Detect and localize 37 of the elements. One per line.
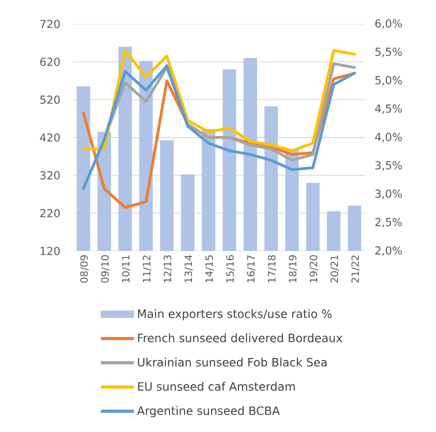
y2-tick-label: 6,0% (375, 19, 402, 29)
legend-label: Main exporters stocks/use ratio % (138, 309, 332, 320)
y-tick-label: 420 (40, 133, 60, 142)
x-tick-label: 18/19 (288, 255, 298, 282)
x-tick-label: 14/15 (205, 255, 214, 282)
x-tick-label: 10/11 (122, 255, 130, 282)
x-tick-label: 20/21 (330, 255, 339, 283)
x-tick-label: 19/20 (310, 255, 318, 282)
y2-tick-label: 5,5% (375, 48, 402, 58)
y2-tick-label: 2,5% (375, 218, 402, 228)
y-tick-label: 220 (40, 209, 60, 218)
legend-label: French sunseed delivered Bordeaux (138, 333, 342, 342)
x-tick-label: 21/22 (351, 256, 360, 283)
legend-label: Argentine sunseed BCBA (137, 406, 280, 418)
x-tick-label: 11/12 (142, 256, 152, 282)
legend-label: EU sunseed caf Amsterdam (138, 382, 295, 391)
line-series (82, 64, 356, 190)
y-tick-label: 320 (40, 171, 60, 180)
x-tick-label: 15/16 (226, 255, 235, 282)
y-tick-label: 120 (40, 246, 60, 256)
y-tick-label: 720 (40, 20, 60, 28)
y2-tick-label: 3,0% (375, 190, 402, 199)
y2-tick-label: 2,0% (375, 246, 402, 256)
y2-tick-label: 4,0% (375, 132, 402, 142)
y2-tick-label: 5,0% (375, 76, 402, 86)
x-tick-label: 08/09 (80, 255, 89, 283)
x-tick-label: 16/17 (247, 255, 256, 282)
y-tick-label: 620 (40, 58, 60, 66)
legend-label: Ukrainian sunseed Fob Black Sea (138, 358, 327, 367)
y2-tick-label: 3,5% (375, 161, 402, 171)
y-tick-label: 520 (40, 96, 60, 104)
x-tick-label: 12/13 (164, 255, 172, 282)
x-tick-label: 13/14 (184, 255, 193, 282)
y2-tick-label: 4,5% (375, 104, 402, 114)
x-tick-label: 17/18 (268, 255, 276, 282)
line-series (82, 49, 356, 152)
x-tick-label: 09/10 (101, 255, 110, 283)
